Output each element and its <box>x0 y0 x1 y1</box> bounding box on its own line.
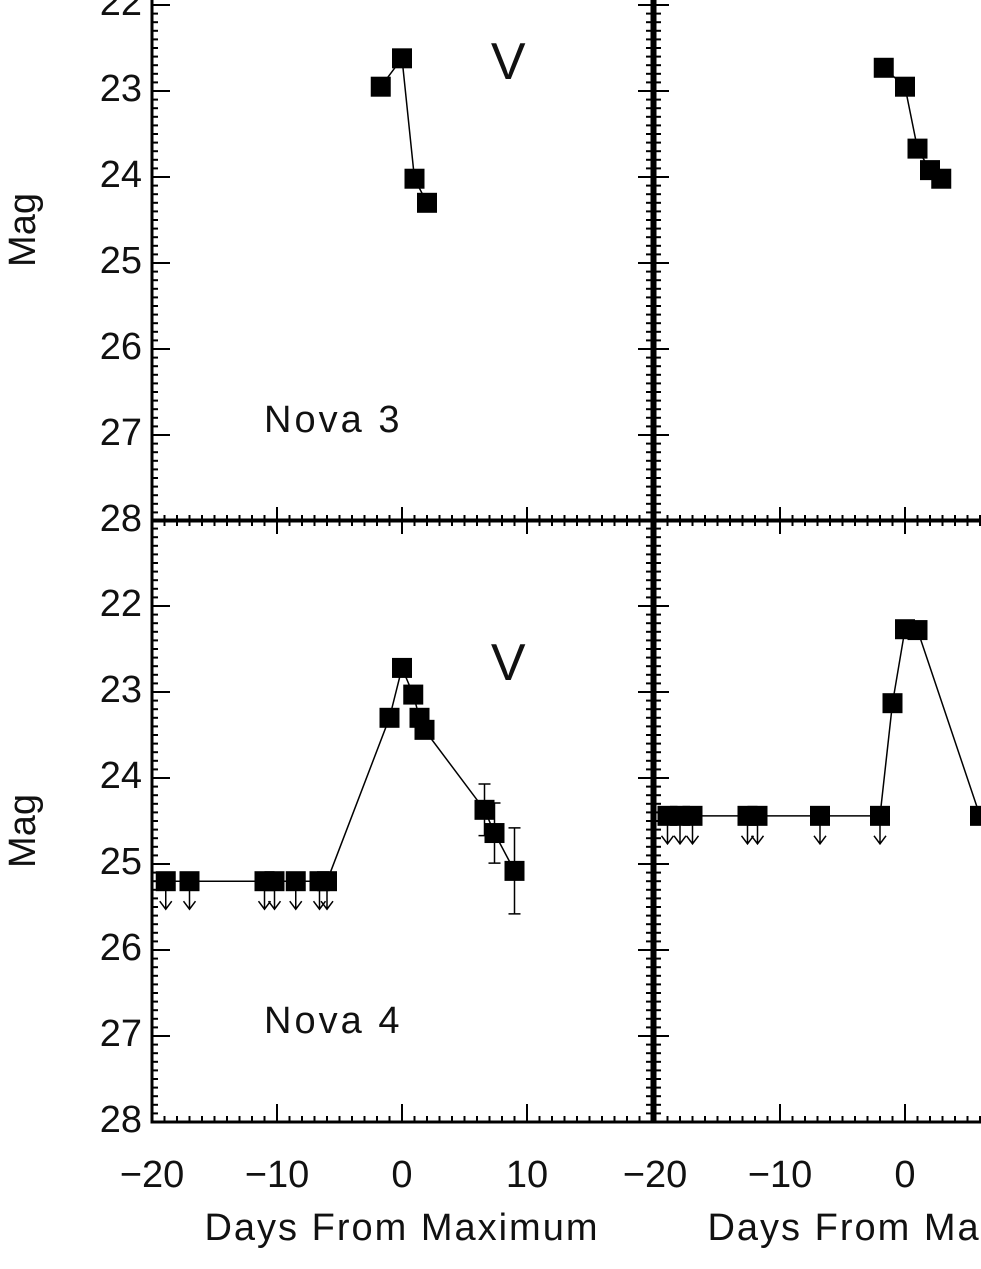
data-point <box>285 871 306 892</box>
x-tick-label: −10 <box>748 1154 812 1196</box>
y-tick-label: 26 <box>100 326 142 368</box>
data-point <box>417 192 437 213</box>
data-point <box>810 805 830 826</box>
data-point <box>317 871 337 892</box>
x-tick-label: 10 <box>506 1154 548 1196</box>
data-point <box>392 657 412 678</box>
data-point <box>379 707 400 728</box>
data-point <box>179 871 200 892</box>
y-tick-label: 22 <box>100 583 142 625</box>
data-point <box>873 57 894 78</box>
light-curve <box>165 665 516 882</box>
data-point <box>474 799 495 820</box>
data-point <box>504 860 525 881</box>
x-tick-label: 0 <box>894 1154 915 1196</box>
data-point <box>682 805 703 826</box>
data-point <box>370 76 391 97</box>
y-axis-label: Mag <box>2 193 44 267</box>
y-tick-label: 25 <box>100 841 142 883</box>
x-tick-label: −10 <box>245 1154 309 1196</box>
panel-label: Nova 4 <box>264 1000 402 1042</box>
data-point <box>392 48 412 69</box>
y-tick-label: 27 <box>100 1013 142 1055</box>
x-tick-label: −20 <box>120 1154 184 1196</box>
y-tick-label: 26 <box>100 927 142 969</box>
data-point <box>907 138 928 159</box>
light-curve <box>380 56 428 204</box>
data-point <box>882 693 903 714</box>
data-point <box>907 620 928 641</box>
plot-frame <box>150 0 654 523</box>
data-point <box>404 168 425 189</box>
data-point <box>931 168 952 189</box>
data-point <box>155 871 176 892</box>
light-curve <box>667 628 981 817</box>
y-tick-label: 27 <box>100 412 142 454</box>
y-tick-label: 23 <box>100 68 142 110</box>
data-point <box>970 805 981 826</box>
data-point <box>747 805 768 826</box>
panel-label: Nova 3 <box>264 399 402 441</box>
y-axis-label: Mag <box>2 794 44 868</box>
y-tick-label: 24 <box>100 154 142 196</box>
data-point <box>414 719 435 740</box>
x-axis-label: Days From Maximum <box>204 1207 599 1249</box>
data-point <box>870 805 890 826</box>
x-tick-label: −20 <box>623 1154 687 1196</box>
data-point <box>484 823 505 844</box>
y-tick-label: 28 <box>100 498 142 540</box>
band-label: V <box>491 634 526 692</box>
x-tick-label: 0 <box>391 1154 412 1196</box>
plot-frame <box>653 0 981 523</box>
y-tick-label: 28 <box>100 1099 142 1141</box>
data-point <box>403 684 424 705</box>
y-tick-label: 23 <box>100 669 142 711</box>
band-label: V <box>491 33 526 91</box>
data-point <box>895 76 915 97</box>
y-tick-label: 22 <box>100 0 142 24</box>
x-axis-label: Days From Maximum <box>707 1207 981 1249</box>
data-point <box>264 871 285 892</box>
y-tick-label: 25 <box>100 240 142 282</box>
y-tick-label: 24 <box>100 755 142 797</box>
